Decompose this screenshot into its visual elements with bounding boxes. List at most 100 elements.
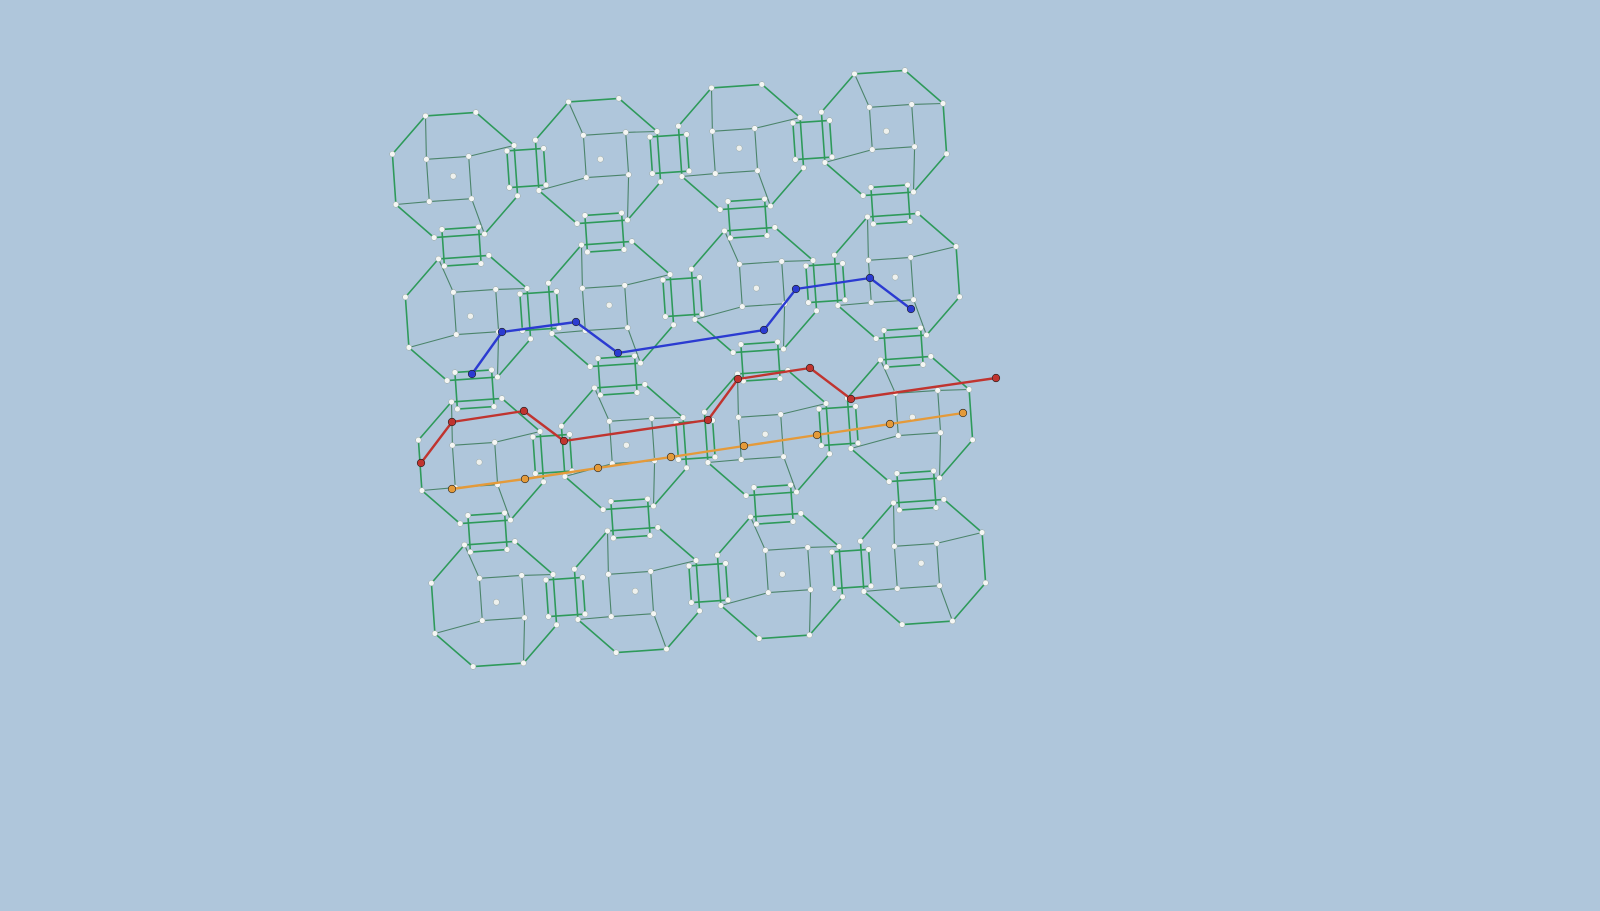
- orange-path-node: [666, 452, 676, 462]
- lattice-bond: [584, 212, 623, 217]
- cage-center-atom: [475, 458, 483, 466]
- lattice-atom: [860, 192, 867, 199]
- lattice-atom: [431, 630, 438, 637]
- lattice-atom: [550, 571, 557, 578]
- lattice-bond: [896, 472, 901, 511]
- back-bond: [581, 284, 626, 289]
- lattice-bond: [501, 397, 541, 433]
- back-bond: [694, 306, 743, 321]
- back-bond: [868, 103, 913, 108]
- lattice-atom: [911, 143, 918, 150]
- back-bond: [582, 131, 627, 136]
- back-bond: [912, 146, 916, 193]
- lattice-atom: [492, 286, 499, 293]
- back-bond: [737, 416, 742, 461]
- back-bond: [738, 260, 783, 265]
- lattice-bond: [649, 136, 654, 175]
- lattice-atom: [454, 406, 461, 413]
- cage-center-atom: [891, 273, 899, 281]
- lattice-atom: [641, 381, 648, 388]
- back-bond: [741, 303, 786, 308]
- back-bond: [897, 432, 942, 437]
- lattice-atom: [810, 257, 817, 264]
- lattice-atom: [865, 546, 872, 553]
- lattice-atom: [864, 213, 871, 220]
- lattice-bond: [509, 481, 545, 521]
- lattice-atom: [491, 403, 498, 410]
- back-bond: [707, 459, 742, 464]
- lattice-atom: [886, 478, 893, 485]
- lattice-bond: [688, 565, 693, 604]
- cage-center-atom: [883, 127, 890, 135]
- back-bond: [607, 573, 612, 618]
- back-bond: [653, 613, 668, 650]
- lattice-bond: [782, 310, 818, 350]
- lattice-atom: [751, 125, 758, 132]
- lattice-atom: [521, 614, 528, 621]
- lattice-bond: [408, 346, 448, 382]
- lattice-bond: [534, 470, 573, 475]
- back-bond: [870, 299, 915, 304]
- back-bond: [468, 144, 515, 157]
- lattice-bond: [534, 139, 540, 192]
- lattice-atom: [949, 618, 956, 625]
- lattice-bond: [539, 430, 545, 483]
- lattice-bond: [694, 318, 734, 354]
- lattice-atom: [553, 621, 560, 628]
- red-path-node: [805, 363, 815, 373]
- lattice-atom: [431, 234, 438, 241]
- orange-path-node: [447, 484, 457, 494]
- lattice-atom: [736, 261, 743, 268]
- lattice-atom: [607, 498, 614, 505]
- lattice-atom: [696, 274, 703, 281]
- lattice-bond: [542, 147, 547, 186]
- red-path[interactable]: [416, 363, 1001, 468]
- lattice-atom: [865, 257, 872, 264]
- lattice-bond: [664, 313, 703, 318]
- lattice-bond: [597, 355, 636, 360]
- lattice-bond: [538, 189, 578, 225]
- lattice-atom: [792, 156, 799, 163]
- back-bond: [585, 174, 630, 179]
- orange-path[interactable]: [447, 408, 968, 494]
- lattice-atom: [860, 588, 867, 595]
- lattice-bond: [586, 248, 625, 253]
- lattice-atom: [468, 195, 475, 202]
- blue-path[interactable]: [467, 273, 916, 379]
- lattice-atom: [821, 159, 828, 166]
- lattice-atom: [979, 529, 986, 536]
- lattice-bond: [434, 632, 474, 668]
- lattice-atom: [764, 232, 771, 239]
- lattice-atom: [774, 338, 781, 345]
- back-bond: [783, 456, 798, 493]
- lattice-bond: [901, 620, 954, 626]
- lattice-atom: [470, 663, 477, 670]
- lattice-atom: [828, 548, 835, 555]
- back-bond: [425, 158, 430, 203]
- lattice-bond: [794, 156, 833, 161]
- lattice-bond: [688, 562, 727, 567]
- lattice-atom: [907, 254, 914, 261]
- lattice-atom: [615, 95, 622, 102]
- lattice-atom: [756, 635, 763, 642]
- lattice-bond: [740, 343, 745, 382]
- lattice-bond: [727, 200, 732, 239]
- lattice-atom: [415, 437, 422, 444]
- lattice-bond: [430, 582, 436, 635]
- lattice-bond: [906, 184, 911, 223]
- lattice-atom: [712, 454, 719, 461]
- back-bond: [781, 260, 786, 305]
- lattice-bond: [863, 590, 903, 626]
- lattice-atom: [714, 552, 721, 559]
- lattice-atom: [650, 610, 657, 617]
- lattice-atom: [625, 171, 632, 178]
- back-bond: [608, 417, 653, 422]
- lattice-atom: [504, 546, 511, 553]
- red-path-node: [991, 373, 1001, 383]
- back-bond: [837, 302, 872, 307]
- lattice-bond: [514, 540, 554, 576]
- lattice-bond: [695, 559, 701, 612]
- blue-path-node: [791, 284, 801, 294]
